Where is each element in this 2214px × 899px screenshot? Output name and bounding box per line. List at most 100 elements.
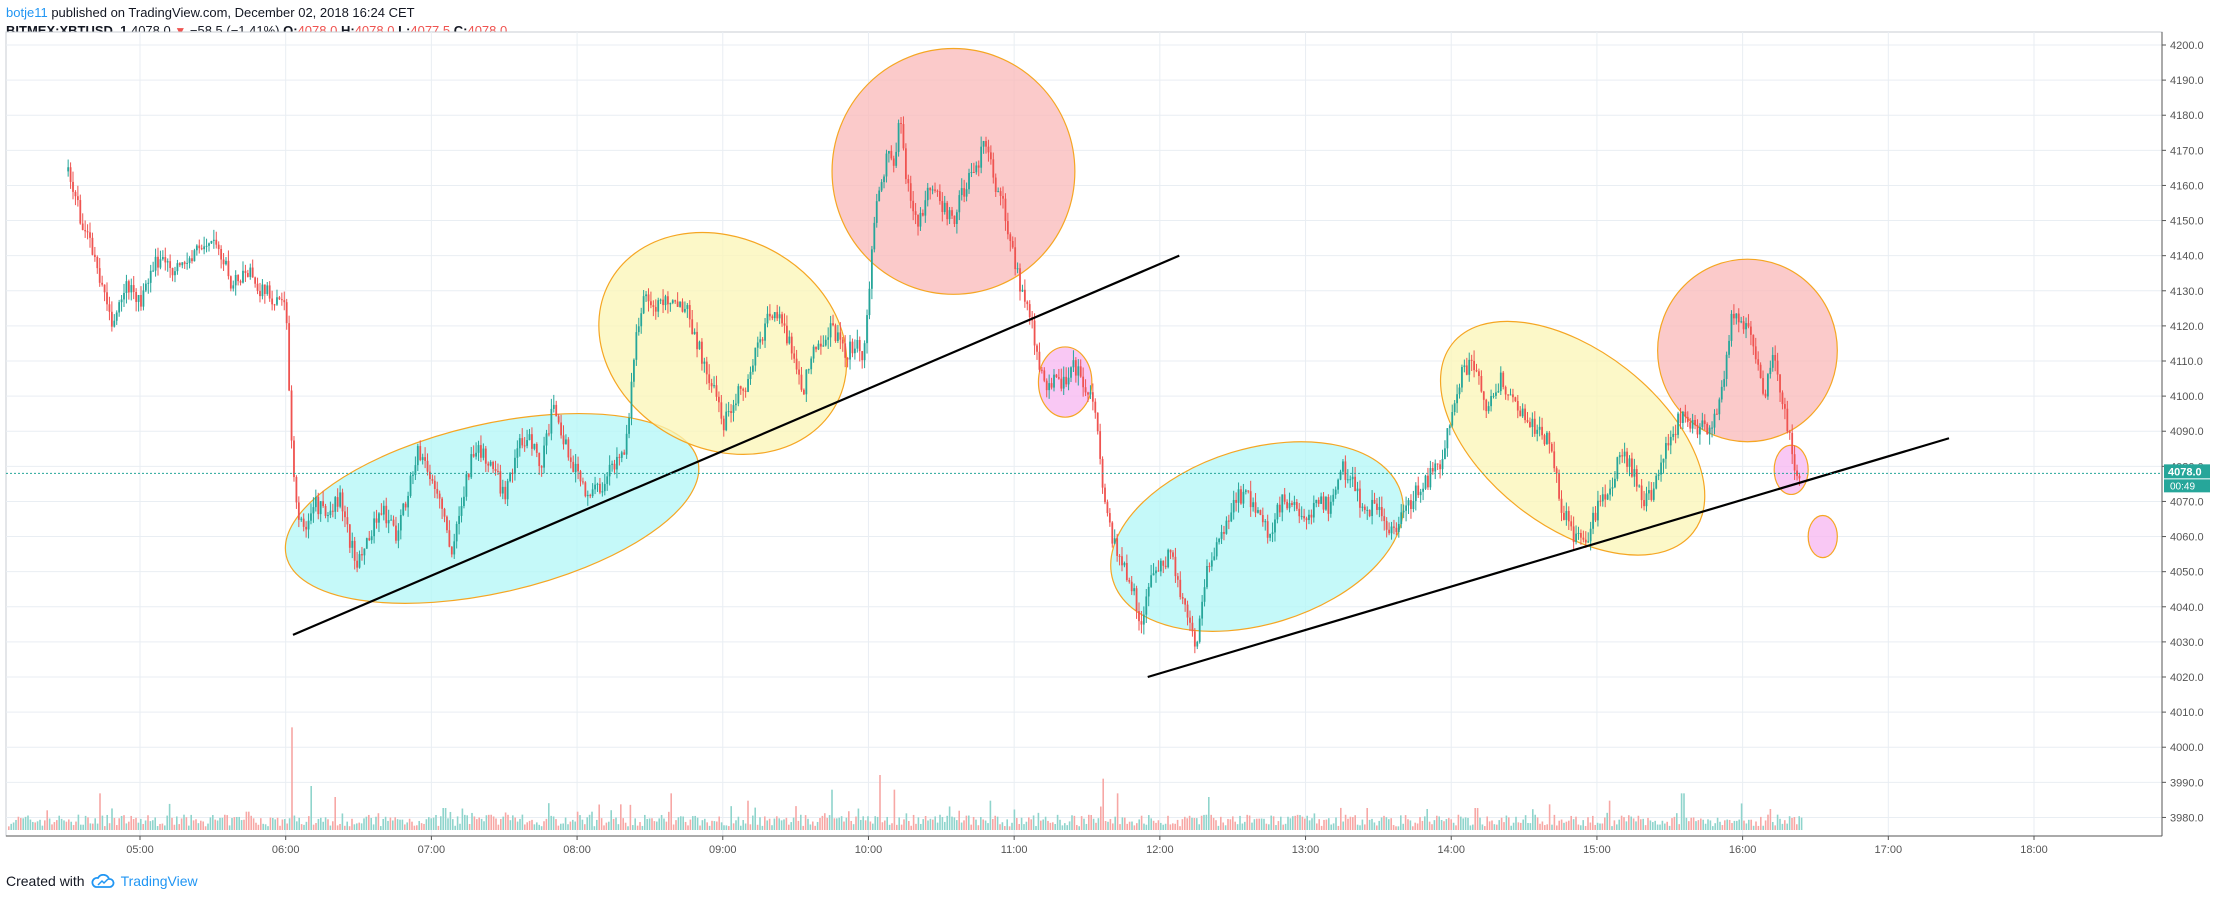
volume-bar bbox=[1028, 817, 1030, 830]
candle-body bbox=[1004, 198, 1007, 222]
volume-bar bbox=[716, 821, 718, 830]
volume-bar bbox=[555, 819, 557, 830]
candle-body bbox=[477, 445, 480, 453]
zone-ellipse-yellow[interactable] bbox=[560, 190, 886, 497]
candle-body bbox=[1431, 468, 1434, 472]
volume-bar bbox=[591, 811, 593, 830]
candle-body bbox=[1040, 369, 1043, 371]
candle-body bbox=[1706, 423, 1709, 435]
candle-body bbox=[980, 146, 983, 168]
candle-body bbox=[1453, 403, 1456, 413]
candle-body bbox=[259, 290, 261, 297]
volume-bar bbox=[1512, 822, 1515, 830]
volume-bar bbox=[276, 817, 279, 830]
volume-bar bbox=[1565, 821, 1568, 830]
candle-body bbox=[623, 452, 626, 455]
candle-body bbox=[698, 341, 701, 350]
volume-bar bbox=[27, 815, 29, 830]
volume-bar bbox=[550, 815, 552, 830]
candle-body bbox=[1242, 491, 1245, 504]
trendline[interactable] bbox=[292, 254, 1180, 636]
volume-bar bbox=[12, 822, 15, 830]
volume-bar bbox=[1558, 820, 1560, 830]
volume-bar bbox=[557, 825, 560, 830]
candle-body bbox=[679, 301, 681, 307]
candle-body bbox=[1604, 494, 1607, 500]
zone-ellipse-pink[interactable] bbox=[1773, 444, 1809, 496]
candle-body bbox=[620, 452, 623, 458]
price-tick-label: 4100.0 bbox=[2170, 391, 2204, 403]
price-axis[interactable]: 3980.03990.04000.04010.04020.04030.04040… bbox=[2161, 32, 2210, 836]
volume-bar bbox=[1503, 822, 1505, 830]
author-link[interactable]: botje11 bbox=[6, 5, 48, 20]
volume-bar bbox=[581, 819, 584, 830]
zone-ellipse-pink[interactable] bbox=[1807, 514, 1838, 559]
volume-bar bbox=[946, 815, 948, 830]
volume-bar bbox=[1066, 825, 1068, 830]
candle-body bbox=[475, 452, 477, 457]
candle-body bbox=[747, 378, 749, 392]
candle-body bbox=[433, 480, 436, 489]
candle-body bbox=[1419, 491, 1422, 496]
plot-area[interactable] bbox=[5, 31, 2163, 837]
volume-bar bbox=[303, 824, 305, 830]
time-axis[interactable]: 05:00 06:00 07:00 08:00 09:00 10:00 11:00 12:00… bbox=[6, 835, 2162, 856]
candle-body bbox=[186, 262, 189, 264]
volume-bar bbox=[766, 820, 768, 830]
volume-bar bbox=[231, 818, 233, 830]
volume-bar bbox=[365, 816, 368, 830]
volume-bar bbox=[1107, 821, 1109, 830]
candle-body bbox=[319, 501, 322, 515]
candle-body bbox=[754, 347, 757, 366]
volume-bar bbox=[864, 820, 867, 830]
volume-bar bbox=[1179, 826, 1181, 830]
candle-body bbox=[987, 146, 990, 153]
volume-bar bbox=[466, 815, 468, 830]
volume-bar bbox=[1426, 808, 1428, 830]
candle-body bbox=[458, 515, 460, 525]
volume-bar bbox=[1347, 818, 1349, 830]
volume-bar bbox=[46, 810, 48, 830]
volume-bar bbox=[1416, 823, 1419, 830]
volume-bar bbox=[305, 821, 308, 830]
trendline[interactable] bbox=[1147, 437, 1950, 679]
candle-body bbox=[1694, 419, 1696, 426]
volume-bar bbox=[948, 806, 951, 830]
volume-bar bbox=[264, 824, 267, 830]
zone-ellipse-cyan[interactable] bbox=[1087, 409, 1426, 665]
candle-body bbox=[1016, 268, 1019, 270]
candle-body bbox=[263, 284, 266, 294]
volume-bar bbox=[1724, 820, 1726, 830]
candle-body bbox=[951, 210, 953, 216]
volume-bar bbox=[1244, 821, 1246, 830]
zone-ellipse-yellow[interactable] bbox=[1398, 275, 1747, 602]
volume-bar bbox=[39, 819, 41, 830]
volume-bar bbox=[358, 822, 360, 830]
candle-body bbox=[739, 386, 742, 389]
candle-body bbox=[1614, 478, 1616, 488]
volume-bar bbox=[747, 800, 749, 830]
zone-ellipse-red[interactable] bbox=[831, 47, 1076, 295]
candle-body bbox=[812, 346, 815, 359]
volume-bar bbox=[406, 822, 408, 830]
candle-body bbox=[149, 270, 152, 283]
candle-body bbox=[424, 457, 426, 461]
tradingview-link[interactable]: TradingView bbox=[120, 873, 198, 889]
candle-body bbox=[735, 403, 737, 406]
volume-bar bbox=[1539, 823, 1541, 830]
volume-bar bbox=[1791, 817, 1793, 830]
volume-bar bbox=[1546, 824, 1548, 830]
volume-bar bbox=[384, 816, 387, 830]
candle-body bbox=[203, 246, 206, 250]
volume-bar bbox=[1126, 823, 1128, 830]
candle-body bbox=[1218, 538, 1221, 543]
candle-body bbox=[1655, 475, 1658, 489]
candle-body bbox=[506, 481, 509, 500]
volume-bar bbox=[1376, 825, 1378, 830]
volume-bar bbox=[233, 817, 236, 830]
zone-ellipse-red[interactable] bbox=[1657, 258, 1838, 443]
candle-body bbox=[237, 274, 240, 282]
candle-body bbox=[157, 256, 159, 268]
volume-bar bbox=[1536, 817, 1539, 830]
